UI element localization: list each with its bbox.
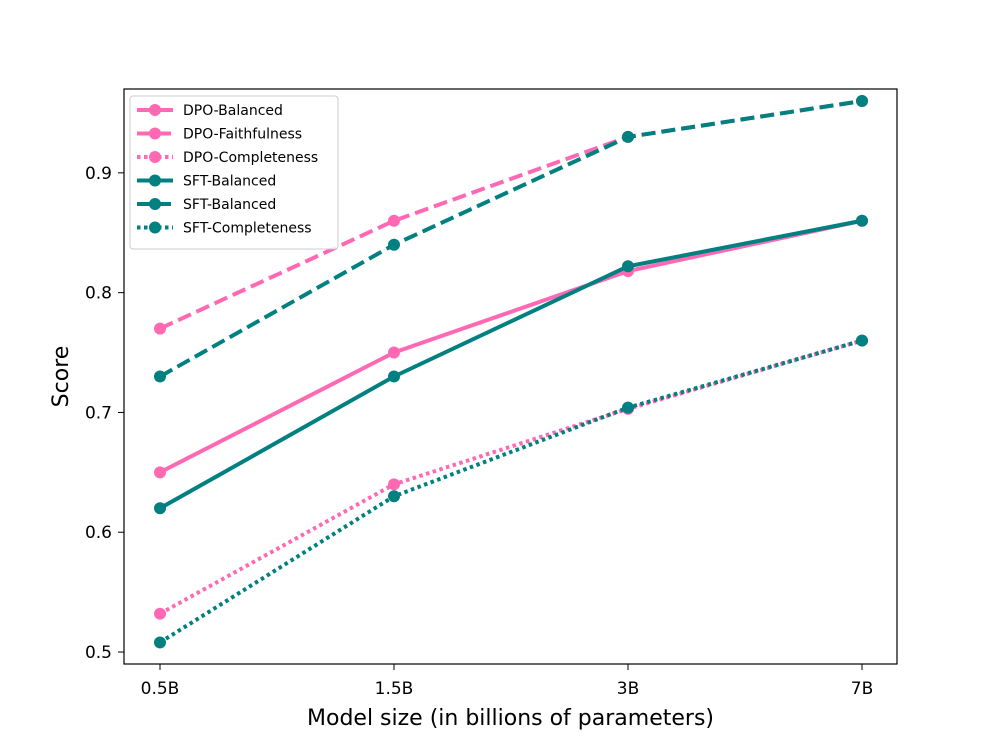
series-sft-balanced-solid [154,214,868,515]
legend-box [129,95,339,250]
x-tick-label: 1.5B [375,679,414,699]
legend-item: SFT-Balanced [137,174,276,190]
x-tick-label: 3B [617,679,639,699]
y-tick-label: 0.9 [85,164,112,184]
legend-marker [149,174,161,187]
series-line [159,338,863,616]
legend-item: SFT-Balanced [137,197,276,213]
data-point [388,478,400,491]
data-point [622,401,634,414]
x-tick-label: 0.5B [141,679,180,699]
y-tick-label: 0.8 [85,284,112,304]
legend-item: DPO-Balanced [137,103,283,119]
y-axis-title: Score [49,346,74,408]
legend-item: DPO-Faithfulness [137,127,302,143]
data-point [388,346,400,359]
series-sft-completeness-dotted [154,334,868,649]
data-point [388,490,400,503]
data-point [154,322,166,335]
legend-label: SFT-Balanced [183,174,276,190]
series-dpo-balanced-solid [154,214,868,479]
data-point [154,466,166,479]
x-axis-title: Model size (in billions of parameters) [307,706,714,731]
data-point [622,260,634,273]
data-point [856,94,868,107]
legend-label: DPO-Completeness [183,150,318,166]
legend-label: SFT-Completeness [183,221,312,237]
data-point [388,214,400,227]
x-tick-label: 7B [851,679,873,699]
series-line [159,99,863,379]
legend: DPO-Balanced DPO-Faithfulness DPO-Complete… [129,95,339,250]
legend-item: SFT-Completeness [137,221,312,237]
legend-label: DPO-Balanced [183,103,283,119]
legend-marker [149,151,161,163]
series-line [158,338,863,645]
legend-marker [149,127,161,140]
data-point [388,238,400,251]
data-point [856,334,868,347]
legend-label: SFT-Balanced [183,197,276,213]
plot-frame [123,88,898,665]
legend-marker [149,221,161,234]
axis-layer: 0.5B 1.5B 3B 7B 0.5 0.6 0.7 0.8 0.9 [85,164,873,699]
y-tick-label: 0.6 [85,523,112,543]
data-point [154,502,166,515]
series-layer [154,94,868,649]
series-dpo-completeness-dotted [154,334,868,620]
y-tick-label: 0.7 [85,403,112,423]
legend-marker [149,104,161,116]
series-sft-balanced-dashed [154,94,868,383]
data-point [388,370,400,383]
data-point [154,370,166,383]
y-tick-label: 0.5 [85,643,112,663]
legend-label: DPO-Faithfulness [183,127,302,143]
data-point [154,607,166,620]
data-point [154,636,166,649]
data-point [856,214,868,227]
series-line [159,218,863,475]
legend-item: DPO-Completeness [137,150,318,166]
series-line [159,218,863,511]
data-point [622,130,634,143]
legend-marker [149,198,161,210]
